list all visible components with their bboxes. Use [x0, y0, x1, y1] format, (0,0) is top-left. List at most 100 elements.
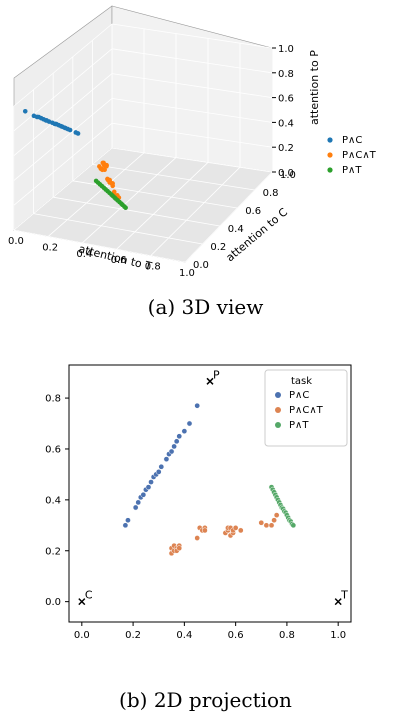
plot-area-2d — [68, 364, 352, 623]
data-point — [176, 433, 183, 440]
y-tick-label: 0.2 — [210, 242, 226, 253]
data-point — [125, 517, 131, 524]
data-point — [232, 525, 239, 531]
x-tick-label: 0.8 — [145, 262, 161, 273]
data-point — [186, 420, 193, 427]
x-tick-label: 0.0 — [8, 236, 24, 247]
data-point — [73, 130, 79, 135]
legend-label: P∧C∧T — [342, 150, 377, 161]
x-tick-label: 0.8 — [279, 630, 295, 641]
x-tick-label: 1.0 — [330, 630, 346, 641]
data-point — [158, 463, 165, 470]
x-tick-label: 0.0 — [74, 630, 90, 641]
x-tick-label: 0.4 — [176, 630, 192, 641]
legend-marker — [327, 137, 333, 143]
data-point — [263, 522, 270, 529]
z-tick-label: 0.8 — [278, 69, 294, 80]
vertex-label: P — [213, 368, 220, 381]
legend-marker — [275, 407, 281, 413]
grid-line — [13, 73, 113, 156]
legend-label: P∧C — [289, 390, 309, 401]
grid-line — [111, 48, 273, 74]
legend-label: P∧C — [342, 135, 362, 146]
vertices-2d: P C T — [78, 368, 348, 606]
grid-line — [111, 147, 273, 173]
data-point — [132, 504, 139, 511]
y-tick-label: 0.4 — [228, 224, 244, 235]
data-point — [123, 205, 128, 211]
data-point — [173, 438, 180, 445]
y-tick-label: 0.6 — [45, 444, 61, 455]
x-tick-label: 0.4 — [76, 249, 92, 260]
legend-2d: task P∧C P∧C∧T P∧T — [264, 369, 348, 447]
data-point — [22, 108, 28, 114]
grid-line — [13, 48, 113, 132]
vertex-label: T — [340, 589, 348, 602]
legend-marker — [327, 167, 333, 173]
grid-line — [13, 147, 113, 231]
data-point — [107, 180, 112, 185]
data-point — [111, 189, 117, 195]
legend-label: P∧T — [342, 165, 362, 176]
vertex-marker — [78, 598, 86, 606]
data-point — [99, 167, 105, 173]
z-tick-label: 0.4 — [278, 118, 294, 129]
chart-2d-projection: 0.0 0.2 0.4 0.6 0.8 1.0 0.0 0.2 0.4 0.6 0.8 P C T ta… — [45, 364, 352, 641]
grid-line — [111, 73, 273, 98]
x-tick-label: 0.2 — [42, 242, 58, 253]
data-point — [140, 491, 147, 498]
data-point — [194, 402, 201, 409]
legend-marker — [327, 152, 333, 158]
legend-3d: P∧C P∧C∧T P∧T — [327, 135, 377, 176]
data-point — [181, 428, 188, 435]
x-tick-label: 1.0 — [179, 268, 195, 279]
x-tick-label: 0.6 — [111, 255, 127, 266]
z-tick-label: 0.0 — [278, 168, 294, 179]
data-point — [31, 113, 37, 119]
x-tick-label: 0.6 — [228, 630, 244, 641]
data-point — [122, 522, 129, 529]
grid-line — [111, 122, 273, 148]
data-point — [163, 456, 170, 462]
data-point — [168, 448, 175, 455]
grid-3d — [13, 23, 273, 263]
legend-title: task — [291, 376, 312, 387]
y-tick-label: 0.6 — [245, 206, 261, 217]
data-point — [110, 183, 115, 189]
data-point — [202, 527, 208, 534]
grid-line — [111, 23, 273, 49]
z-tick-label: 1.0 — [278, 44, 294, 55]
data-point — [148, 479, 154, 485]
grid-line — [111, 98, 273, 123]
y-tick-label: 0.8 — [263, 188, 279, 199]
y-tick-label: 0.4 — [45, 495, 61, 506]
vertex-marker — [206, 377, 214, 385]
data-point — [237, 527, 244, 534]
data-point — [258, 519, 265, 526]
y-tick-label: 0.8 — [45, 394, 61, 405]
z-tick-label: 0.6 — [278, 94, 294, 105]
vertex-label: C — [85, 589, 93, 602]
pane-back — [111, 5, 273, 173]
ticks-2d: 0.0 0.2 0.4 0.6 0.8 1.0 0.0 0.2 0.4 0.6 0.8 — [45, 394, 346, 641]
y-tick-label: 0.0 — [193, 260, 209, 271]
data-point — [155, 469, 162, 475]
z-tick-label: 0.2 — [278, 143, 294, 154]
legend-box — [264, 369, 348, 447]
grid-line — [13, 229, 186, 263]
grid-line — [47, 152, 145, 237]
y-tick-label: 0.0 — [45, 597, 61, 608]
data-point — [194, 535, 201, 541]
grid-line — [13, 98, 113, 181]
legend-label: P∧T — [289, 420, 309, 431]
points-3d — [22, 108, 128, 211]
data-point — [135, 499, 142, 506]
ticks-3d: 0.00.20.40.60.81.00.00.20.40.60.81.00.00… — [8, 44, 296, 279]
data-point — [271, 517, 277, 524]
y-tick-label: 1.0 — [280, 170, 296, 181]
grid-line — [184, 171, 273, 263]
grid-line — [92, 164, 255, 191]
grid-line — [82, 157, 177, 244]
legend-marker — [275, 422, 281, 428]
grid-line — [13, 122, 113, 206]
